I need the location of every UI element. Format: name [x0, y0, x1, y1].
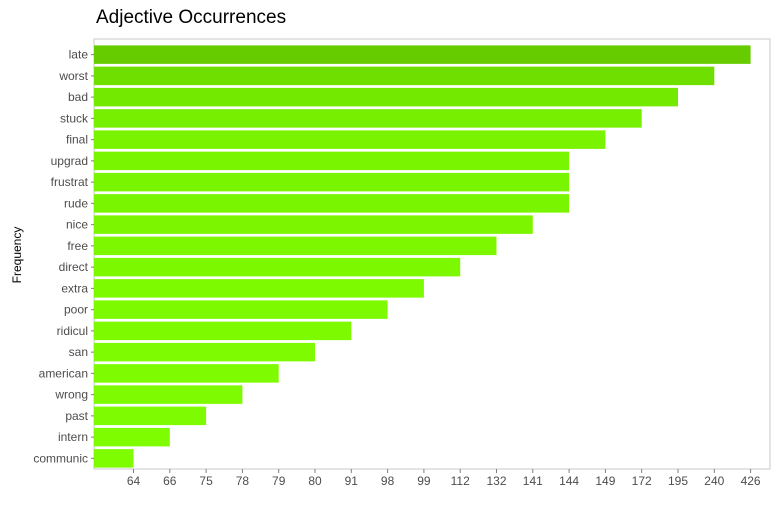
- category-label-rude: rude: [64, 196, 88, 210]
- bar-extra: [94, 279, 424, 298]
- bar-free: [94, 236, 497, 256]
- bar-stuck: [94, 109, 642, 128]
- bar-group: [94, 45, 751, 468]
- bar-frustrat: [94, 172, 570, 192]
- bar-rude: [94, 194, 570, 213]
- x-tick-label: 112: [451, 474, 470, 488]
- x-tick-label: 98: [381, 474, 395, 488]
- bar-worst: [94, 66, 715, 86]
- x-tick-label: 426: [741, 474, 761, 488]
- category-label-late: late: [69, 48, 89, 62]
- x-tick-label: 64: [127, 474, 141, 488]
- bar-direct: [94, 257, 461, 277]
- x-tick-label: 78: [236, 474, 250, 488]
- category-label-nice: nice: [66, 218, 88, 232]
- bar-ridicul: [94, 321, 352, 341]
- x-tick-label: 75: [199, 474, 213, 488]
- category-label-final: final: [66, 133, 88, 147]
- category-label-ridicul: ridicul: [57, 324, 88, 338]
- bar-san: [94, 342, 315, 362]
- category-label-free: free: [67, 239, 88, 253]
- bar-american: [94, 364, 279, 383]
- x-tick-label: 99: [417, 474, 431, 488]
- chart-title: Adjective Occurrences: [96, 7, 287, 28]
- bar-nice: [94, 215, 533, 234]
- x-tick-label: 80: [308, 474, 322, 488]
- x-tick-label: 132: [486, 474, 506, 488]
- x-tick-label: 79: [272, 474, 286, 488]
- category-label-past: past: [65, 409, 88, 423]
- bar-poor: [94, 300, 388, 319]
- category-label-poor: poor: [64, 303, 88, 317]
- x-tick-label: 144: [559, 474, 579, 488]
- bar-final: [94, 130, 606, 149]
- x-tick-label: 91: [345, 474, 359, 488]
- x-axis-ticks: 64 66 75 78 79 80 91 98 99 112 132 141 144 149 172 195 2…: [127, 469, 761, 488]
- x-tick-label: 66: [163, 474, 177, 488]
- bar-communic: [94, 449, 134, 468]
- bar-wrong: [94, 385, 243, 404]
- category-label-stuck: stuck: [60, 111, 89, 125]
- bar-late: [94, 45, 751, 64]
- x-tick-label: 240: [704, 474, 724, 488]
- category-label-worst: worst: [58, 69, 88, 83]
- bar-upgrad: [94, 151, 570, 171]
- category-label-san: san: [69, 345, 88, 359]
- category-label-intern: intern: [58, 430, 88, 444]
- bar-bad: [94, 87, 678, 107]
- category-label-extra: extra: [61, 281, 88, 295]
- x-tick-label: 172: [632, 474, 652, 488]
- category-label-frustrat: frustrat: [51, 175, 89, 189]
- bar-intern: [94, 427, 170, 447]
- category-label-bad: bad: [68, 90, 88, 104]
- category-label-wrong: wrong: [54, 388, 88, 402]
- category-label-american: american: [39, 366, 88, 380]
- category-labels: late worst bad stuck final upgrad frustrat rude…: [33, 48, 94, 465]
- x-tick-label: 195: [668, 474, 688, 488]
- bar-past: [94, 406, 207, 426]
- x-tick-label: 141: [523, 474, 543, 488]
- category-label-communic: communic: [33, 451, 88, 465]
- category-label-direct: direct: [59, 260, 89, 274]
- x-tick-label: 149: [595, 474, 615, 488]
- category-label-upgrad: upgrad: [51, 154, 88, 168]
